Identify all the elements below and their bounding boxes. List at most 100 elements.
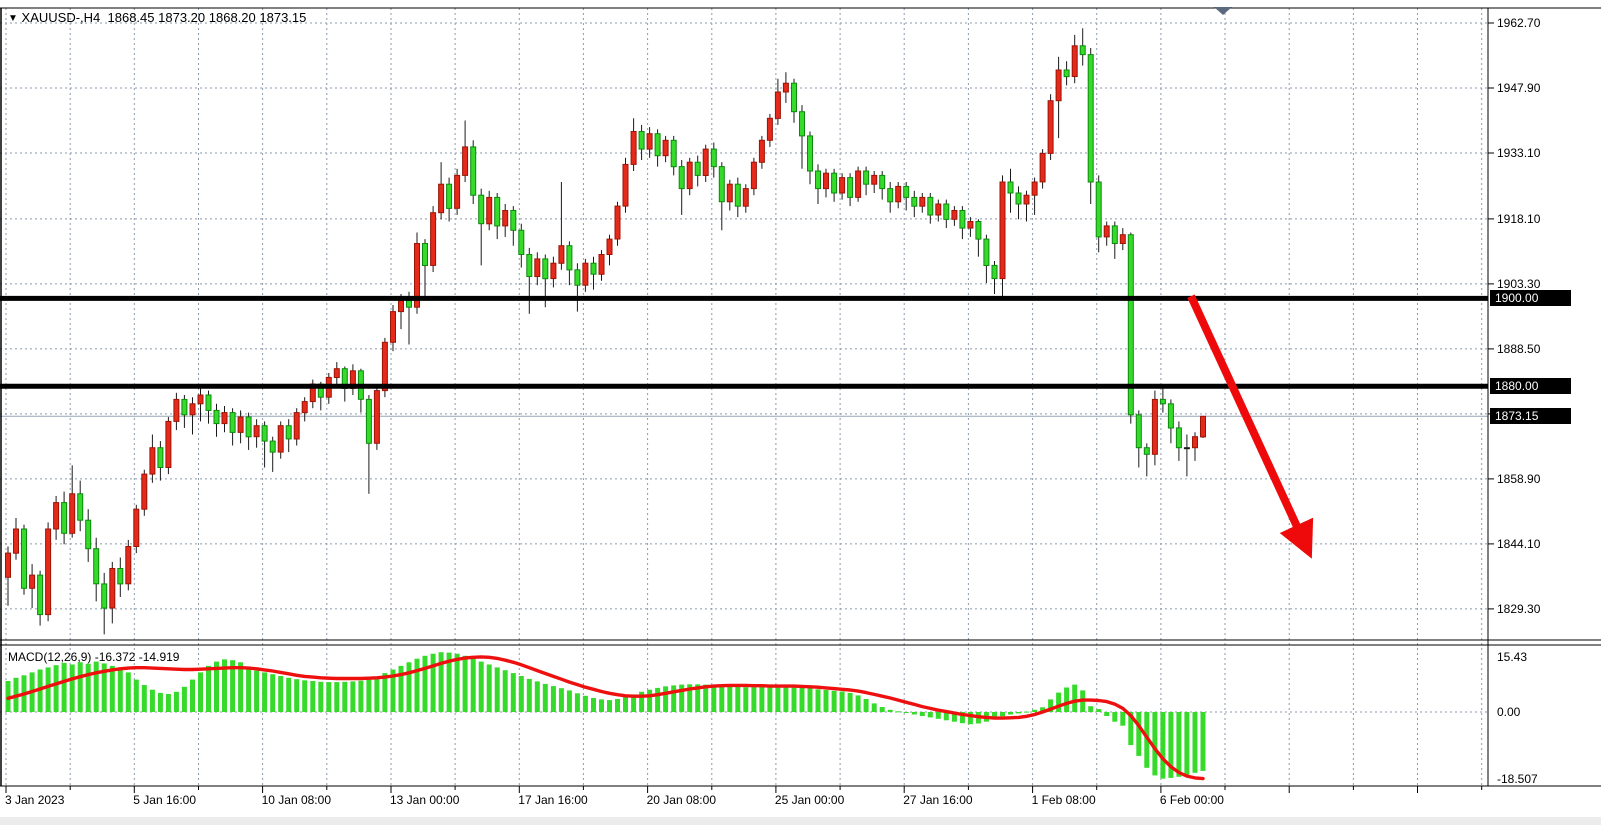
- candle-body[interactable]: [149, 447, 156, 475]
- candle-body[interactable]: [1175, 427, 1182, 449]
- candle-body[interactable]: [1159, 398, 1166, 405]
- candle-body[interactable]: [807, 135, 813, 172]
- candle-body[interactable]: [1047, 100, 1054, 154]
- candle-body[interactable]: [21, 528, 27, 589]
- candle-body[interactable]: [630, 131, 637, 165]
- candle-body[interactable]: [574, 269, 581, 286]
- candle-body[interactable]: [53, 502, 60, 530]
- candle-body[interactable]: [1183, 447, 1190, 450]
- candle-body[interactable]: [173, 398, 180, 422]
- candle-body[interactable]: [686, 161, 693, 190]
- candle-body[interactable]: [550, 262, 557, 280]
- candle-body[interactable]: [855, 170, 862, 198]
- candle-body[interactable]: [494, 196, 501, 227]
- candle-body[interactable]: [5, 552, 11, 578]
- candle-body[interactable]: [301, 401, 308, 414]
- candle-body[interactable]: [694, 161, 701, 176]
- candle-body[interactable]: [526, 254, 533, 277]
- candle-body[interactable]: [943, 203, 950, 220]
- candle-body[interactable]: [1015, 192, 1022, 205]
- candle-body[interactable]: [422, 243, 428, 266]
- candle-body[interactable]: [486, 196, 493, 225]
- candle-body[interactable]: [1087, 54, 1094, 183]
- candle-body[interactable]: [293, 412, 300, 440]
- candle-body[interactable]: [269, 440, 276, 453]
- candle-body[interactable]: [1127, 234, 1134, 416]
- candle-body[interactable]: [406, 300, 412, 308]
- candle-body[interactable]: [927, 196, 934, 216]
- candle-body[interactable]: [373, 390, 380, 444]
- candle-body[interactable]: [261, 425, 268, 442]
- candle-body[interactable]: [718, 166, 725, 203]
- candle-body[interactable]: [895, 185, 902, 203]
- candle-body[interactable]: [333, 368, 340, 379]
- candle-body[interactable]: [414, 243, 420, 308]
- candle-body[interactable]: [975, 221, 982, 240]
- candle-body[interactable]: [622, 163, 629, 207]
- candle-body[interactable]: [1143, 447, 1150, 455]
- candle-body[interactable]: [518, 229, 525, 256]
- candle-body[interactable]: [959, 210, 966, 229]
- candle-body[interactable]: [61, 502, 68, 534]
- candle-body[interactable]: [438, 183, 445, 214]
- candle-body[interactable]: [398, 300, 404, 313]
- candle-body[interactable]: [823, 172, 829, 190]
- candle-body[interactable]: [69, 493, 76, 534]
- candle-body[interactable]: [229, 412, 236, 433]
- candle-body[interactable]: [390, 311, 396, 343]
- candle-body[interactable]: [165, 420, 172, 468]
- candle-body[interactable]: [93, 548, 100, 585]
- candle-body[interactable]: [1063, 69, 1070, 78]
- candle-body[interactable]: [133, 508, 140, 548]
- chart-shift-marker-icon[interactable]: [1214, 7, 1232, 15]
- candle-body[interactable]: [919, 196, 926, 207]
- candle-body[interactable]: [598, 254, 605, 275]
- candle-body[interactable]: [871, 174, 878, 185]
- candle-body[interactable]: [887, 188, 894, 203]
- candle-body[interactable]: [638, 131, 645, 150]
- candle-body[interactable]: [670, 139, 677, 168]
- candle-body[interactable]: [967, 221, 974, 229]
- candle-body[interactable]: [558, 245, 565, 264]
- candle-body[interactable]: [710, 148, 717, 168]
- candle-body[interactable]: [181, 398, 188, 416]
- candle-body[interactable]: [951, 210, 958, 220]
- candle-body[interactable]: [614, 205, 621, 240]
- candle-body[interactable]: [799, 111, 805, 137]
- candle-body[interactable]: [237, 416, 244, 433]
- candle-body[interactable]: [935, 203, 942, 216]
- candle-body[interactable]: [446, 183, 453, 209]
- candle-body[interactable]: [1031, 181, 1038, 196]
- candle-body[interactable]: [1119, 234, 1126, 244]
- candle-body[interactable]: [1151, 398, 1158, 455]
- candle-body[interactable]: [213, 409, 220, 425]
- candle-body[interactable]: [478, 194, 485, 225]
- candle-body[interactable]: [678, 166, 685, 190]
- candle-body[interactable]: [381, 341, 388, 392]
- candle-body[interactable]: [782, 82, 789, 93]
- candle-body[interactable]: [662, 139, 669, 157]
- candle-body[interactable]: [1192, 436, 1198, 449]
- candle-body[interactable]: [77, 493, 84, 521]
- candle-body[interactable]: [277, 425, 284, 453]
- candle-body[interactable]: [839, 177, 846, 194]
- candle-body[interactable]: [245, 416, 252, 438]
- candle-body[interactable]: [542, 258, 549, 280]
- candle-body[interactable]: [903, 185, 910, 198]
- trend-arrow[interactable]: [1187, 294, 1314, 559]
- candle-body[interactable]: [502, 210, 509, 227]
- candle-body[interactable]: [510, 210, 517, 231]
- candle-body[interactable]: [189, 403, 196, 416]
- candle-body[interactable]: [831, 172, 838, 194]
- candle-body[interactable]: [117, 568, 124, 585]
- candle-body[interactable]: [45, 528, 52, 616]
- candle-body[interactable]: [462, 146, 469, 176]
- candle-body[interactable]: [991, 264, 998, 280]
- candle-body[interactable]: [590, 262, 597, 275]
- candle-body[interactable]: [847, 177, 854, 198]
- candle-body[interactable]: [863, 170, 870, 185]
- candle-body[interactable]: [285, 425, 292, 440]
- candle-body[interactable]: [646, 133, 653, 150]
- candle-body[interactable]: [534, 258, 541, 277]
